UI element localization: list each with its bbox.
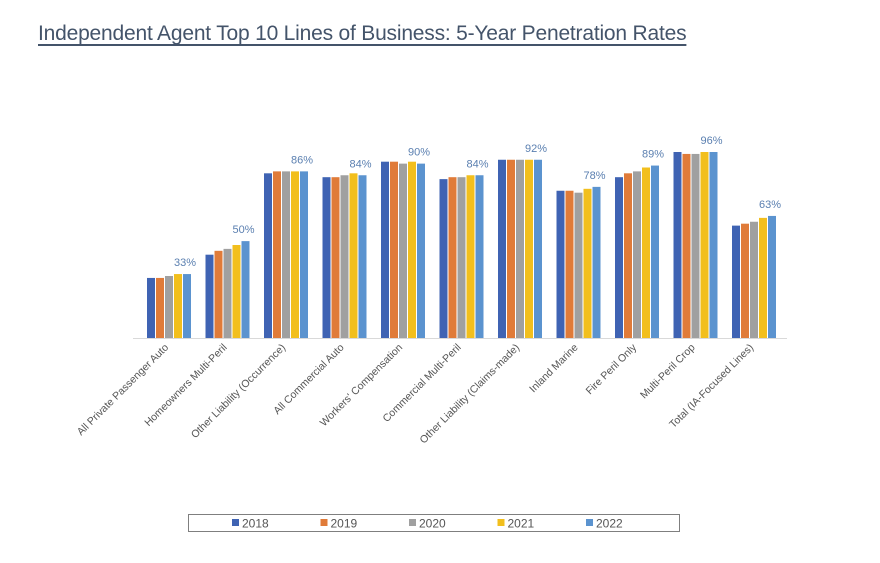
data-label-3: 84% — [349, 158, 371, 170]
bar-2022-0 — [183, 274, 191, 338]
bar-2021-3 — [349, 173, 358, 338]
bar-2021-2 — [291, 171, 299, 338]
bar-2019-10 — [741, 223, 749, 338]
legend-label-2019: 2019 — [331, 517, 358, 531]
bar-2021-6 — [525, 159, 533, 338]
legend: 2018 2019 2020 2021 2022 — [188, 514, 680, 532]
value-labels-layer: 33% 50% 86% 84% 90% 84% 92% 78% 89% 96% 63% — [174, 135, 781, 269]
bar-2022-9 — [709, 152, 718, 338]
bar-2019-4 — [390, 161, 398, 338]
bar-2019-3 — [331, 177, 340, 338]
bar-2019-9 — [682, 153, 691, 338]
bar-2019-7 — [565, 190, 574, 338]
bar-2018-2 — [264, 173, 272, 338]
bar-2020-0 — [165, 276, 173, 338]
bar-2019-2 — [273, 171, 281, 338]
data-label-9: 96% — [700, 135, 722, 147]
bar-2020-1 — [223, 248, 232, 338]
data-label-8: 89% — [642, 149, 664, 161]
bar-2022-2 — [300, 171, 308, 338]
category-label-7: Inland Marine — [527, 342, 581, 396]
data-label-1: 50% — [232, 224, 254, 236]
bar-2021-1 — [232, 245, 241, 338]
legend-label-2020: 2020 — [419, 517, 446, 531]
bar-2018-7 — [556, 190, 565, 338]
legend-swatch-2021 — [497, 519, 505, 526]
bar-2022-5 — [475, 175, 484, 338]
category-label-2: Other Liability (Occurrence) — [189, 342, 288, 441]
category-label-0: All Private Passenger Auto — [75, 342, 172, 439]
data-label-2: 86% — [291, 154, 313, 166]
legend-label-2022: 2022 — [596, 517, 623, 531]
data-label-10: 63% — [759, 199, 781, 211]
bar-2020-2 — [282, 171, 290, 338]
bar-2018-10 — [732, 225, 740, 338]
legend-swatch-2022 — [586, 519, 593, 526]
legend-swatch-2018 — [232, 519, 239, 526]
bar-2019-1 — [214, 250, 223, 338]
bar-2021-10 — [759, 217, 767, 338]
data-label-6: 92% — [525, 143, 547, 155]
bar-2022-8 — [651, 165, 659, 338]
legend-swatch-2020 — [409, 519, 416, 526]
category-label-8: Fire Peril Only — [584, 341, 640, 397]
bar-2021-7 — [583, 188, 592, 338]
data-label-4: 90% — [408, 147, 430, 159]
bar-2018-3 — [322, 177, 331, 338]
bar-2018-5 — [439, 179, 448, 338]
bar-2021-5 — [466, 175, 475, 338]
legend-swatch-2019 — [320, 519, 328, 526]
bar-2022-1 — [241, 241, 250, 338]
bar-2022-4 — [417, 163, 425, 338]
bar-2020-10 — [750, 221, 758, 338]
bar-2020-3 — [340, 175, 349, 338]
data-label-0: 33% — [174, 257, 196, 269]
bar-2021-9 — [700, 152, 709, 338]
chart-title: Independent Agent Top 10 Lines of Busine… — [38, 22, 687, 45]
bar-2018-1 — [205, 254, 214, 338]
bar-2019-0 — [156, 277, 164, 338]
bar-2018-4 — [381, 161, 389, 338]
legend-label-2018: 2018 — [242, 517, 269, 531]
bar-2020-4 — [399, 163, 407, 338]
bar-2020-9 — [691, 153, 700, 338]
bar-2021-4 — [408, 161, 416, 338]
bar-2018-0 — [147, 277, 155, 338]
bar-2022-3 — [358, 175, 367, 338]
bar-2021-0 — [174, 274, 182, 338]
legend-label-2021: 2021 — [508, 517, 535, 531]
bar-2020-5 — [457, 177, 466, 338]
category-label-6: Other Liability (Claims-made) — [418, 342, 523, 447]
bar-2020-8 — [633, 171, 641, 338]
bar-2022-6 — [534, 159, 542, 338]
bar-2021-8 — [642, 167, 650, 338]
bar-2020-7 — [574, 192, 583, 338]
data-label-7: 78% — [583, 170, 605, 182]
bar-2020-6 — [516, 159, 524, 338]
bars-layer — [147, 152, 776, 338]
bar-2019-8 — [624, 173, 632, 338]
bar-2019-5 — [448, 177, 457, 338]
data-label-5: 84% — [466, 158, 488, 170]
bar-2018-6 — [498, 159, 506, 338]
category-label-9: Multi-Peril Crop — [638, 342, 698, 402]
bar-2018-8 — [615, 177, 623, 338]
bar-2018-9 — [673, 152, 682, 338]
bar-2022-7 — [592, 186, 601, 338]
legend-border — [188, 514, 680, 532]
bar-2019-6 — [507, 159, 515, 338]
bar-2022-10 — [768, 215, 776, 338]
